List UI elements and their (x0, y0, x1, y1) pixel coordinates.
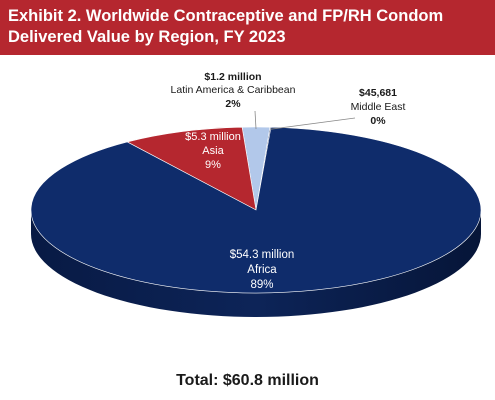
slice-label-middle-east-percent: 0% (370, 115, 386, 127)
slice-label-latin-percent: 2% (225, 98, 241, 110)
slice-label-asia-percent: 9% (205, 159, 221, 171)
leader-line-latin-america (254, 110, 257, 130)
pie-slices (30, 110, 482, 317)
title-line-1: Exhibit 2. Worldwide Contraceptive and F… (8, 7, 444, 25)
pie-chart: $1.2 million Latin America & Caribbean 2… (30, 71, 482, 317)
pie-side-wall (31, 210, 481, 317)
slice-label-middle-east-name: Middle East (351, 101, 406, 113)
pie-slice-africa (30, 126, 482, 294)
slice-label-asia-value: $5.3 million (185, 131, 241, 143)
slice-label-middle-east-value: $45,681 (359, 87, 397, 99)
slice-label-latin-value: $1.2 million (204, 71, 261, 83)
slice-label-africa-name: Africa (247, 264, 277, 276)
leader-line-middle-east (270, 117, 356, 130)
title-banner: Exhibit 2. Worldwide Contraceptive and F… (0, 0, 495, 55)
slice-label-asia-name: Asia (202, 145, 224, 157)
slice-label-africa-percent: 89% (250, 279, 273, 291)
slice-label-latin-name: Latin America & Caribbean (171, 84, 296, 96)
title-line-2: Delivered Value by Region, FY 2023 (8, 28, 286, 46)
slice-label-africa-value: $54.3 million (230, 249, 295, 261)
total-label: Total: $60.8 million (176, 372, 319, 389)
pie-slice-asia (126, 126, 257, 211)
slice-labels: $1.2 million Latin America & Caribbean 2… (171, 71, 406, 291)
